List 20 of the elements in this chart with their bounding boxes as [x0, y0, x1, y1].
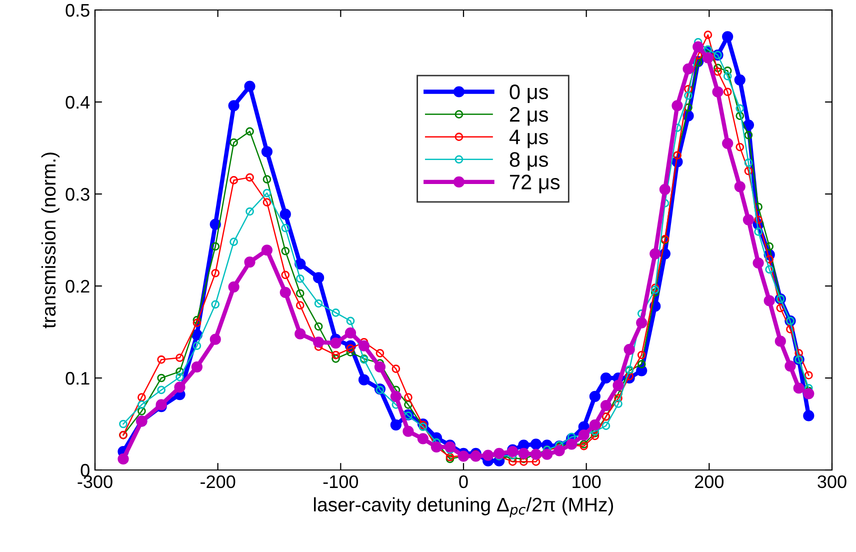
x-tick-label: -200 [200, 475, 236, 488]
y-axis-title: transmission (norm.) [41, 152, 60, 328]
legend-label: 2 μs [510, 107, 548, 126]
legend-label: 8 μs [510, 152, 548, 171]
x-tick-label: 0 [459, 475, 468, 488]
legend-label: 72 μs [510, 174, 560, 194]
y-tick-label: 0.4 [66, 96, 90, 109]
x-tick-label: 300 [818, 475, 846, 488]
x-axis-title: laser-cavity detuning Δ$_{pc}$/2π (MHz) [314, 497, 614, 518]
x-tick-label: -100 [323, 475, 358, 488]
y-tick-label: 0 [80, 464, 90, 477]
y-tick-label: 0.2 [66, 280, 90, 293]
legend-label: 4 μs [509, 130, 548, 148]
y-tick-label: 0.1 [66, 372, 90, 385]
y-tick-label: 0.3 [66, 188, 90, 201]
x-tick-label: 200 [695, 475, 724, 488]
y-tick-label: 0.5 [66, 4, 90, 17]
x-tick-label: -300 [78, 475, 112, 488]
x-tick-label: 100 [572, 475, 601, 488]
legend-label: 0 μs [510, 84, 548, 104]
